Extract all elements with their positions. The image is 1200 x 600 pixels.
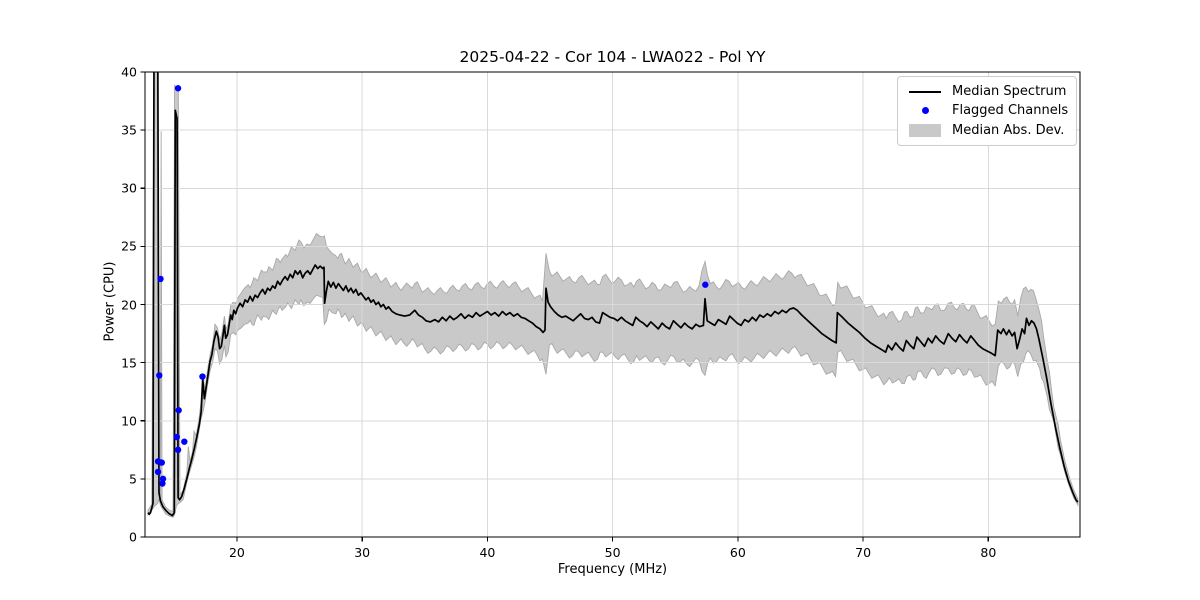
x-tick-label: 40 — [479, 545, 496, 560]
legend-item-median-spectrum: Median Spectrum — [908, 82, 1068, 101]
y-axis-label: Power (CPU) — [102, 261, 118, 342]
flagged-channel-dot — [175, 407, 182, 414]
y-tick-label: 25 — [121, 238, 137, 254]
x-axis-label: Frequency (MHz) — [557, 562, 668, 577]
legend-label: Flagged Channels — [952, 103, 1069, 119]
flagged-channel-dot — [157, 275, 164, 283]
flagged-channel-dot — [174, 85, 182, 92]
flagged-channel-dot — [174, 446, 182, 454]
flagged-channel-dot — [159, 480, 166, 487]
chart-title: 2025-04-22 - Cor 104 - LWA022 - Pol YY — [459, 48, 766, 66]
flagged-channel-dot — [154, 468, 162, 476]
y-tick-label: 30 — [121, 180, 137, 196]
flagged-channel-dot — [159, 475, 167, 483]
legend-label: Median Spectrum — [952, 84, 1067, 100]
flagged-channel-dot — [156, 372, 163, 379]
flagged-channel-dot — [702, 281, 709, 288]
flagged-dot-swatch-icon — [908, 107, 942, 115]
median-line-swatch-icon — [908, 90, 942, 93]
mad-patch-swatch-icon — [908, 123, 942, 137]
legend: Median Spectrum Flagged Channels Median … — [897, 76, 1077, 146]
flagged-channel-dot — [173, 433, 181, 441]
flagged-channel-dot — [158, 459, 165, 466]
y-tick-label: 35 — [121, 122, 137, 138]
legend-item-flagged-channels: Flagged Channels — [908, 101, 1068, 120]
legend-label: Median Abs. Dev. — [952, 122, 1065, 138]
x-tick-label: 70 — [855, 545, 872, 560]
median-spectrum-line — [147, 72, 1079, 517]
flagged-channel-dot — [181, 438, 188, 445]
x-tick-label: 80 — [980, 545, 997, 560]
y-tick-label: 5 — [129, 471, 137, 487]
y-tick-label: 40 — [121, 64, 137, 80]
x-tick-label: 30 — [354, 545, 371, 560]
x-tick-label: 50 — [604, 545, 621, 560]
flagged-channel-dot — [199, 373, 206, 380]
y-tick-label: 10 — [121, 413, 137, 429]
y-tick-label: 20 — [121, 297, 137, 312]
y-tick-label: 15 — [121, 355, 137, 371]
legend-item-median-abs-dev: Median Abs. Dev. — [908, 121, 1068, 140]
x-tick-label: 20 — [228, 545, 245, 560]
y-tick-label: 0 — [129, 529, 137, 545]
x-tick-label: 60 — [729, 545, 746, 560]
